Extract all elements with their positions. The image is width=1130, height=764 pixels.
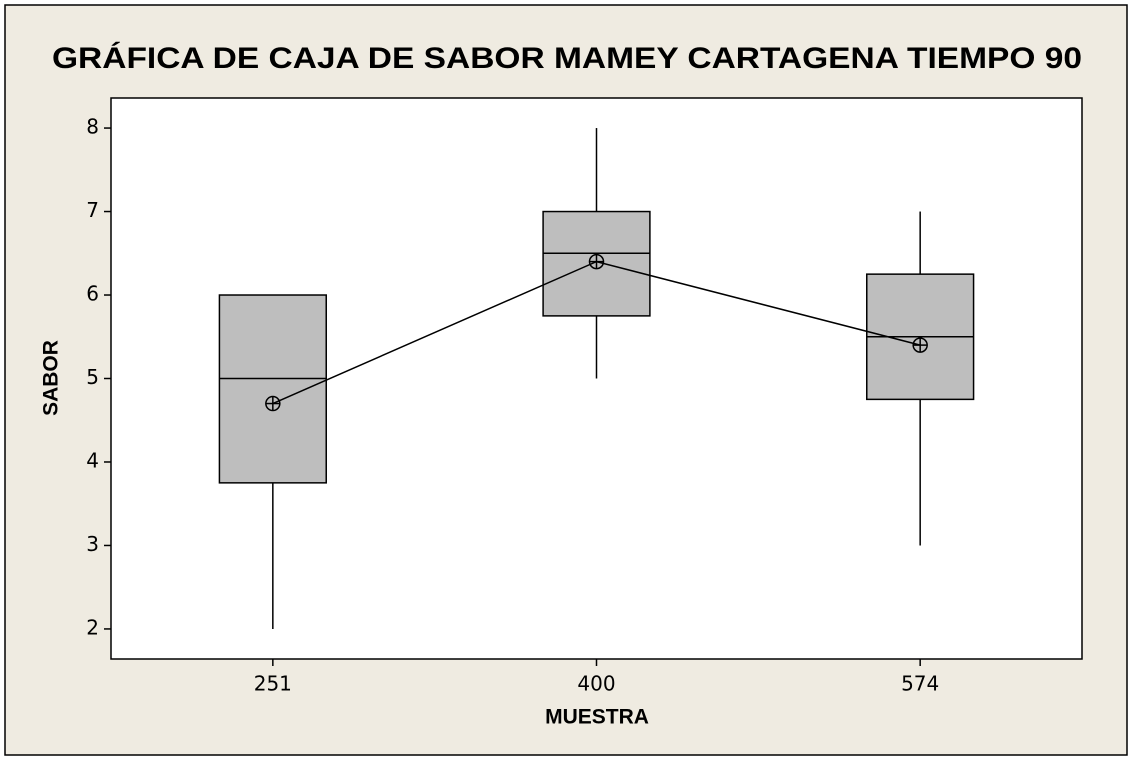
- x-tick-label: 251: [254, 672, 292, 696]
- chart-title: GRÁFICA DE CAJA DE SABOR MAMEY CARTAGENA…: [52, 41, 1082, 75]
- mean-marker: [588, 253, 605, 270]
- y-tick-label: 6: [86, 282, 99, 306]
- y-axis-label: SABOR: [40, 340, 63, 416]
- y-tick-label: 8: [86, 115, 99, 139]
- x-tick-label: 400: [577, 672, 615, 696]
- y-tick-label: 4: [86, 448, 99, 472]
- y-tick-label: 5: [86, 365, 99, 389]
- box: [218, 294, 327, 484]
- y-tick-label: 2: [86, 615, 99, 639]
- mean-marker: [912, 337, 928, 353]
- y-tick-label: 7: [86, 198, 99, 222]
- y-tick-label: 3: [86, 532, 99, 556]
- mean-marker: [265, 395, 281, 412]
- x-axis-label: MUESTRA: [545, 706, 649, 729]
- x-tick-label: 574: [901, 672, 939, 696]
